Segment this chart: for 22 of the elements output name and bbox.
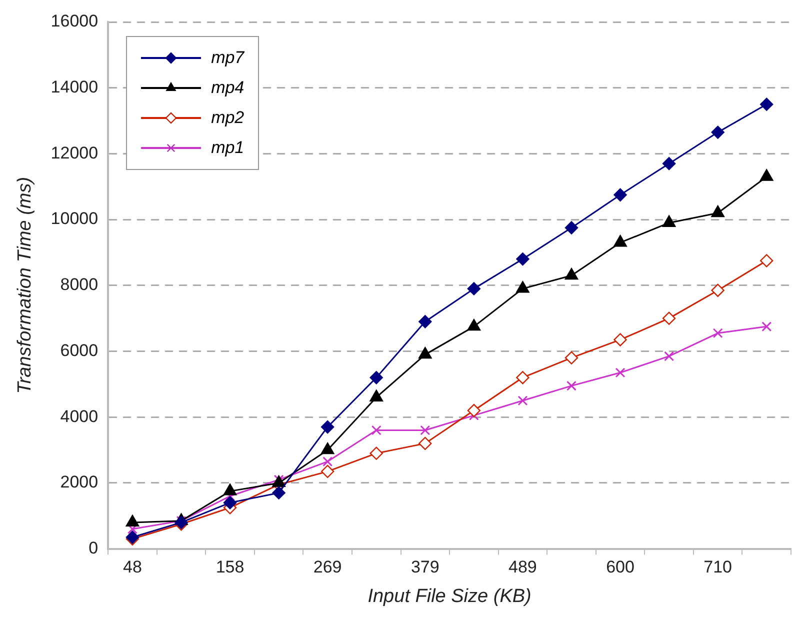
x-tick-label: 489 — [508, 558, 537, 577]
x-tick-label: 710 — [704, 558, 732, 577]
x-axis-title: Input File Size (KB) — [368, 586, 532, 607]
legend-label: mp1 — [211, 138, 244, 158]
legend-label: mp7 — [211, 48, 244, 68]
x-tick-label: 379 — [410, 558, 440, 577]
legend-label: mp2 — [211, 108, 244, 128]
y-tick-label: 14000 — [50, 78, 98, 97]
x-tick-label: 600 — [606, 558, 634, 577]
x-tick-label: 269 — [313, 558, 342, 577]
y-tick-label: 4000 — [60, 406, 98, 426]
legend-label: mp4 — [211, 78, 244, 98]
y-tick-label: 6000 — [60, 340, 98, 360]
y-tick-label: 12000 — [50, 143, 98, 162]
y-tick-label: 8000 — [60, 275, 98, 294]
y-axis-title: Transformation Time (ms) — [14, 176, 36, 394]
x-tick-label: 158 — [216, 558, 244, 577]
y-tick-label: 2000 — [60, 472, 98, 492]
y-tick-label: 10000 — [50, 209, 98, 228]
y-tick-label: 16000 — [50, 12, 98, 31]
y-tick-label: 0 — [88, 538, 98, 558]
x-tick-label: 48 — [123, 558, 142, 577]
